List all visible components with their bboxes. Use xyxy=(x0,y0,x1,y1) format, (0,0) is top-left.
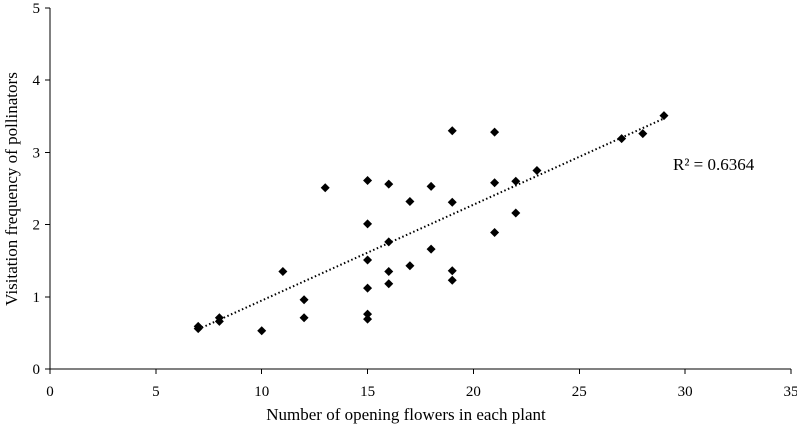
r-squared-annotation: R² = 0.6364 xyxy=(673,155,755,174)
x-tick-label: 35 xyxy=(784,384,797,400)
x-tick-label: 20 xyxy=(466,384,481,400)
data-point xyxy=(532,165,542,175)
data-point xyxy=(363,283,373,293)
data-point xyxy=(384,179,394,189)
data-points xyxy=(193,111,669,336)
x-tick-label: 30 xyxy=(678,384,693,400)
y-tick-label: 0 xyxy=(33,362,41,378)
trendline-layer xyxy=(197,117,665,331)
data-point xyxy=(426,181,436,191)
data-point xyxy=(426,244,436,254)
y-tick-label: 5 xyxy=(33,1,41,17)
data-point xyxy=(384,267,394,277)
data-point xyxy=(320,183,330,193)
data-point xyxy=(447,197,457,207)
data-point xyxy=(193,324,203,334)
y-axis-title: Visitation frequency of pollinators xyxy=(2,72,21,306)
data-point xyxy=(511,208,521,218)
data-point xyxy=(405,196,415,206)
data-point xyxy=(405,261,415,271)
data-point xyxy=(490,178,500,188)
x-tick-label: 0 xyxy=(46,384,54,400)
y-tick-label: 3 xyxy=(33,145,41,161)
data-point xyxy=(257,326,267,336)
data-point xyxy=(490,228,500,238)
x-tick-label: 25 xyxy=(572,384,587,400)
data-point xyxy=(384,237,394,247)
y-tick-label: 4 xyxy=(33,73,41,89)
y-tick-label: 2 xyxy=(33,218,41,234)
data-point xyxy=(299,313,309,323)
data-point xyxy=(363,176,373,186)
data-point xyxy=(638,129,648,139)
x-axis: 0 5 10 15 20 25 30 35 xyxy=(46,368,797,400)
x-tick-label: 10 xyxy=(254,384,269,400)
y-axis: 0 1 2 3 4 5 xyxy=(33,1,51,378)
y-tick-label: 1 xyxy=(33,290,41,306)
data-point xyxy=(214,316,224,326)
data-point xyxy=(278,267,288,277)
trendline xyxy=(197,117,665,331)
data-point xyxy=(363,309,373,319)
data-point xyxy=(490,127,500,137)
data-point xyxy=(511,176,521,186)
x-tick-label: 5 xyxy=(152,384,160,400)
data-point xyxy=(384,279,394,289)
data-point xyxy=(363,219,373,229)
x-tick-label: 15 xyxy=(360,384,375,400)
x-axis-title: Number of opening flowers in each plant xyxy=(266,405,546,424)
data-point xyxy=(363,314,373,324)
data-point xyxy=(617,134,627,144)
data-point xyxy=(363,255,373,265)
data-point xyxy=(659,111,669,121)
data-point xyxy=(447,126,457,136)
data-point xyxy=(299,295,309,305)
data-point xyxy=(447,266,457,276)
data-point xyxy=(447,275,457,285)
